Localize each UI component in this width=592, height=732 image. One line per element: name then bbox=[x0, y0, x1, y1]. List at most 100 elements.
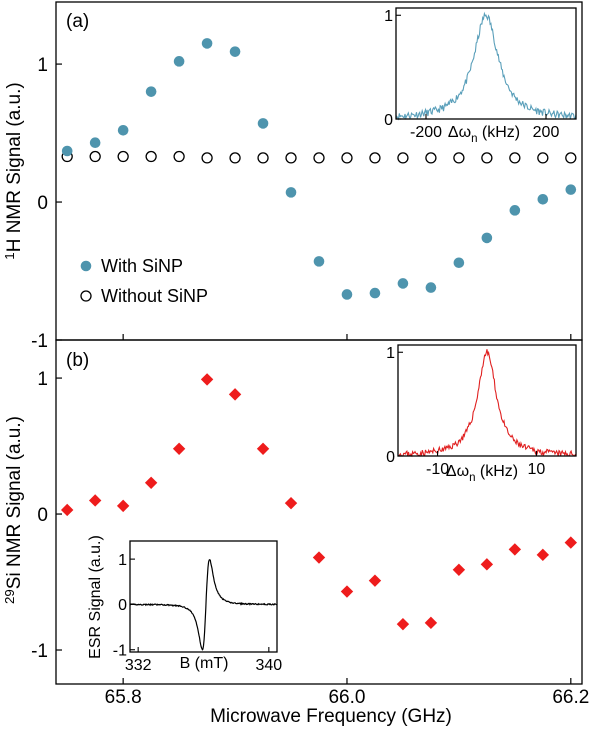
legend-without-sinp-label: Without SiNP bbox=[101, 286, 208, 306]
without-sinp-point bbox=[509, 152, 521, 164]
panel-b-nmr-inset-frame bbox=[397, 344, 577, 457]
with-sinp-point bbox=[201, 38, 213, 49]
without-sinp-point bbox=[145, 150, 157, 163]
si29-point bbox=[536, 548, 550, 562]
without-sinp-point bbox=[341, 152, 353, 164]
panel-b-esr-inset-xtick-label: 332 bbox=[125, 657, 152, 674]
legend-with-sinp-marker bbox=[80, 260, 92, 272]
with-sinp-point bbox=[453, 257, 465, 269]
panel-a-ytick-label: -1 bbox=[31, 331, 48, 352]
legend-with-sinp-label: With SiNP bbox=[101, 256, 183, 276]
panel-a-ylabel: 1H NMR Signal (a.u.) bbox=[2, 82, 25, 259]
panel-b-esr-inset-xtick-label: 340 bbox=[255, 657, 282, 674]
panel-b-nmr-inset-xtick-label: 10 bbox=[528, 461, 546, 478]
panel-a-ytick-label: 1 bbox=[37, 55, 48, 76]
with-sinp-point bbox=[285, 187, 297, 198]
panel-b-esr-inset-trace bbox=[129, 558, 278, 651]
si29-point bbox=[340, 585, 354, 598]
panel-b-ylabel: 29Si NMR Signal (a.u.) bbox=[2, 416, 25, 604]
without-sinp-point bbox=[201, 152, 213, 164]
panel-b-nmr-inset-xlabel: Δωn (kHz) bbox=[446, 463, 518, 484]
without-sinp-point bbox=[173, 150, 185, 163]
si29-point bbox=[172, 442, 186, 455]
panel-a-inset-xlabel: Δωn (kHz) bbox=[448, 124, 520, 145]
panel-a-inset-background bbox=[396, 8, 576, 119]
without-sinp-point bbox=[313, 152, 325, 164]
panel-b-xtick-label: 66.2 bbox=[552, 687, 589, 708]
panel-b-nmr-inset-ytick-label: 1 bbox=[386, 345, 395, 362]
si29-point bbox=[144, 476, 158, 489]
si29-point bbox=[200, 373, 214, 386]
with-sinp-point bbox=[509, 205, 521, 216]
panel-a-inset-xtick-label: 200 bbox=[533, 124, 560, 141]
si29-point bbox=[116, 499, 130, 513]
si29-point bbox=[256, 442, 270, 455]
si29-point bbox=[228, 388, 242, 401]
si29-point bbox=[312, 551, 326, 564]
with-sinp-point bbox=[565, 184, 577, 195]
panel-b-nmr-inset-background bbox=[398, 345, 576, 456]
without-sinp-point bbox=[257, 152, 269, 164]
with-sinp-point bbox=[425, 282, 437, 293]
without-sinp-point bbox=[537, 152, 549, 164]
without-sinp-point bbox=[117, 150, 129, 163]
with-sinp-point bbox=[369, 287, 381, 299]
with-sinp-point bbox=[89, 137, 101, 149]
si29-point bbox=[452, 563, 466, 576]
panel-b-esr-inset-background bbox=[130, 541, 277, 652]
with-sinp-point bbox=[229, 46, 241, 57]
panel-b-ytick-label: 1 bbox=[37, 369, 48, 390]
without-sinp-point bbox=[89, 150, 101, 163]
without-sinp-point bbox=[369, 152, 381, 164]
panel-b-xtick-label: 65.8 bbox=[105, 687, 142, 708]
without-sinp-point bbox=[285, 152, 297, 164]
panel-b-esr-inset-ylabel: ESR Signal (a.u.) bbox=[87, 535, 104, 659]
panel-a-label: (a) bbox=[66, 11, 89, 32]
with-sinp-point bbox=[61, 145, 73, 157]
panel-a-inset-xtick-label: -200 bbox=[410, 124, 442, 141]
si29-point bbox=[60, 503, 74, 517]
with-sinp-point bbox=[313, 256, 325, 267]
with-sinp-point bbox=[397, 278, 409, 289]
without-sinp-point bbox=[425, 152, 437, 164]
si29-point bbox=[396, 617, 410, 631]
panel-b-esr-inset-xlabel: B (mT) bbox=[180, 655, 229, 672]
panel-b-esr-inset: -1 0 1 332 340 B (mT) ESR Signal (a.u.) bbox=[87, 535, 282, 674]
si29-point bbox=[508, 543, 522, 556]
with-sinp-point bbox=[481, 232, 493, 244]
legend-without-sinp-marker bbox=[80, 290, 92, 302]
without-sinp-point bbox=[397, 152, 409, 164]
with-sinp-point bbox=[341, 289, 353, 300]
panel-a-ytick-label: 0 bbox=[37, 193, 48, 214]
without-sinp-point bbox=[229, 152, 241, 164]
panel-b-frame bbox=[55, 339, 583, 685]
panel-b-esr-inset-ytick-label: -1 bbox=[113, 642, 127, 659]
si29-point bbox=[564, 536, 578, 549]
without-sinp-point bbox=[565, 152, 577, 164]
panel-b-esr-inset-ytick-label: 1 bbox=[118, 552, 127, 569]
si29-point bbox=[88, 494, 102, 507]
panel-b-esr-inset-ytick-label: 0 bbox=[118, 597, 127, 614]
panel-a-inset-frame bbox=[395, 7, 577, 120]
si29-point bbox=[284, 496, 298, 510]
with-sinp-point bbox=[257, 118, 269, 129]
panel-b-ytick-label: 0 bbox=[37, 505, 48, 526]
panel-b-nmr-inset: 0 1 -10 10 Δωn (kHz) bbox=[386, 344, 577, 484]
with-sinp-point bbox=[537, 193, 549, 205]
si29-point bbox=[368, 574, 382, 587]
si29-point bbox=[424, 616, 438, 630]
with-sinp-point bbox=[117, 125, 129, 136]
with-sinp-point bbox=[145, 86, 157, 97]
si29-point bbox=[480, 558, 494, 571]
panel-b-esr-inset-frame bbox=[129, 540, 278, 653]
panel-b-nmr-inset-trace bbox=[398, 349, 577, 458]
panel-b-nmr-inset-ytick-label: 0 bbox=[386, 449, 395, 466]
panel-b-ytick-label: -1 bbox=[31, 641, 48, 662]
panel-a-inset-ytick-label: 1 bbox=[384, 8, 393, 25]
panel-b-xtick-label: 66.0 bbox=[328, 687, 365, 708]
panel-a: -1 0 1 (a) 1H NMR Signal (a.u.) With SiNP With… bbox=[2, 1, 583, 352]
panel-a-inset-ytick-label: 0 bbox=[384, 112, 393, 129]
panel-a-inset: 0 1 -200 200 Δωn (kHz) bbox=[384, 7, 577, 145]
